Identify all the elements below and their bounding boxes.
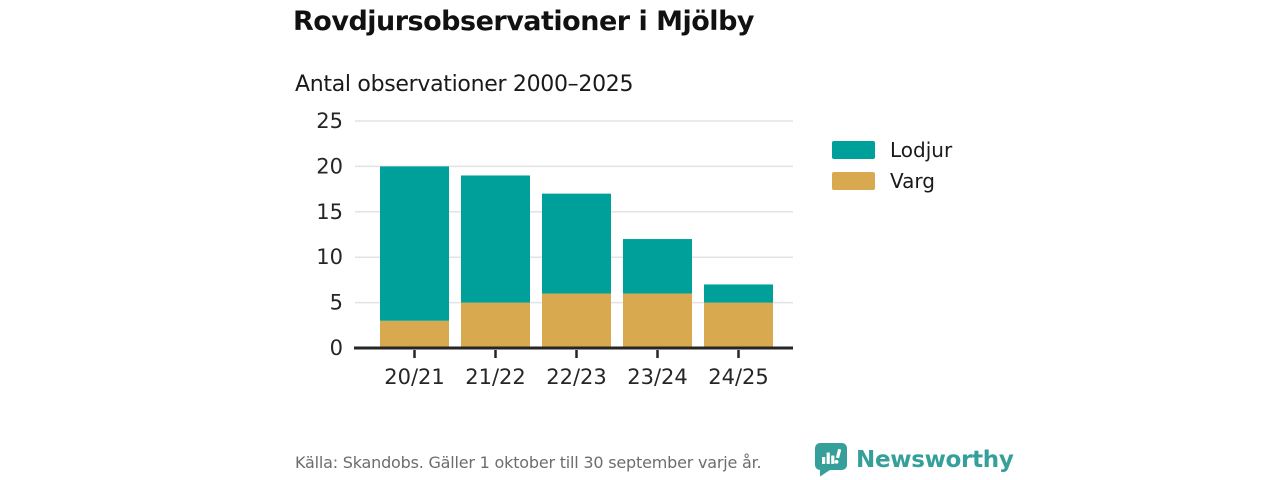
bar-segment-varg-21/22 (461, 302, 530, 348)
stacked-bar-chart: 0 5 10 15 20 25 20/21 21/22 22/23 23/24 24/25 (316, 109, 793, 389)
bar-segment-varg-20/21 (380, 320, 449, 348)
x-axis-label: 20/21 (384, 365, 445, 389)
x-axis-label: 22/23 (546, 365, 607, 389)
x-axis-label: 21/22 (465, 365, 526, 389)
legend-label-lodjur: Lodjur (890, 138, 953, 162)
bar-segment-lodjur-24/25 (704, 284, 773, 303)
source-note: Källa: Skandobs. Gäller 1 oktober till 3… (295, 453, 762, 472)
y-axis-label: 15 (316, 200, 343, 224)
bar-segment-lodjur-20/21 (380, 166, 449, 321)
legend-swatch-lodjur (832, 141, 875, 159)
chart-subtitle: Antal observationer 2000–2025 (295, 72, 634, 97)
x-axis-label: 24/25 (708, 365, 769, 389)
x-axis-label: 23/24 (627, 365, 688, 389)
y-axis-label: 5 (330, 291, 343, 315)
legend-item-varg: Varg (832, 169, 952, 193)
bar-segment-varg-24/25 (704, 302, 773, 348)
newsworthy-logo-icon (815, 443, 847, 477)
y-axis-label: 0 (330, 336, 343, 360)
legend-item-lodjur: Lodjur (832, 138, 953, 162)
bar-segment-lodjur-22/23 (542, 193, 611, 294)
y-axis-label: 20 (316, 154, 343, 178)
bar-segment-varg-22/23 (542, 293, 611, 348)
y-axis-label: 25 (316, 109, 343, 133)
bar-segment-lodjur-23/24 (623, 239, 692, 294)
legend-label-varg: Varg (890, 169, 935, 193)
newsworthy-brand-link[interactable]: Newsworthy (814, 442, 1014, 477)
y-axis-label: 10 (316, 245, 343, 269)
legend: Lodjur Varg (832, 138, 953, 193)
bar-segment-varg-23/24 (623, 293, 692, 348)
bar-segment-lodjur-21/22 (461, 175, 530, 303)
brand-name: Newsworthy (856, 446, 1014, 473)
chart-title: Rovdjursobservationer i Mjölby (293, 6, 755, 37)
legend-swatch-varg (832, 172, 875, 190)
